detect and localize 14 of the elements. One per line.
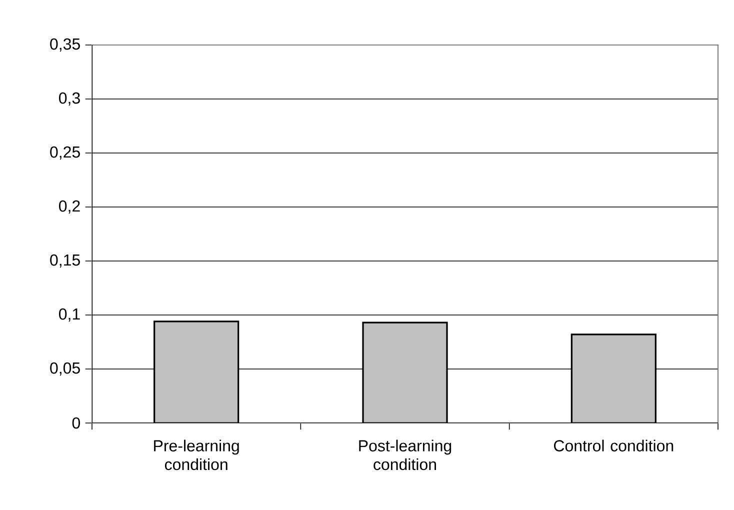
bar (362, 322, 448, 423)
x-tick-label: Control condition (554, 440, 674, 452)
bar (154, 320, 240, 423)
x-tick-label: Pre-learning condition (154, 440, 239, 470)
x-tick-label: Post-learning condition (359, 440, 452, 470)
y-tick-label: 0,15 (50, 254, 80, 268)
bar (570, 334, 656, 423)
y-tick-label: 0,25 (50, 146, 80, 160)
y-tick-label: 0,1 (59, 308, 80, 322)
y-tick-label: 0,2 (59, 200, 80, 214)
y-tick-label: 0,3 (59, 92, 80, 106)
y-tick-label: 0,05 (50, 362, 80, 376)
y-tick-label: 0 (72, 417, 80, 429)
y-tick-label: 0,35 (50, 38, 80, 52)
